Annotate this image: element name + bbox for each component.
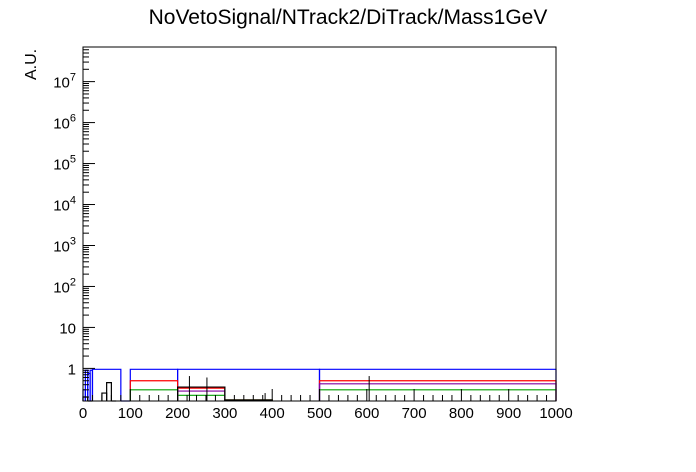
y-tick-exponent: 4 bbox=[70, 195, 76, 207]
y-tick-base: 10 bbox=[53, 198, 70, 215]
y-tick-base: 10 bbox=[53, 157, 70, 174]
y-tick-base: 10 bbox=[59, 320, 76, 337]
y-tick-base: 10 bbox=[53, 279, 70, 296]
histogram-bin bbox=[91, 368, 122, 401]
y-tick-base: 10 bbox=[53, 116, 70, 133]
x-tick-label: 400 bbox=[260, 405, 285, 422]
x-tick-label: 700 bbox=[402, 405, 427, 422]
y-tick-label: 105 bbox=[53, 154, 76, 174]
y-tick-label: 106 bbox=[53, 113, 76, 133]
y-tick-label: 10 bbox=[59, 320, 76, 337]
y-tick-label: 104 bbox=[53, 195, 76, 215]
x-tick-label: 800 bbox=[449, 405, 474, 422]
y-tick-label: 1 bbox=[68, 361, 76, 378]
y-tick-base: 10 bbox=[53, 75, 70, 92]
y-tick-label: 103 bbox=[53, 235, 76, 255]
x-tick-label: 900 bbox=[496, 405, 521, 422]
plot-area bbox=[83, 47, 556, 401]
histogram-bin bbox=[106, 382, 112, 401]
y-tick-exponent: 3 bbox=[70, 235, 76, 247]
y-tick-label: 107 bbox=[53, 72, 76, 92]
y-axis-label: A.U. bbox=[23, 49, 40, 80]
y-tick-exponent: 5 bbox=[70, 154, 76, 166]
y-tick-base: 10 bbox=[53, 238, 70, 255]
y-tick-exponent: 7 bbox=[70, 72, 76, 84]
chart-title: NoVetoSignal/NTrack2/DiTrack/Mass1GeV bbox=[149, 6, 548, 29]
x-tick-label: 100 bbox=[118, 405, 143, 422]
x-tick-label: 500 bbox=[307, 405, 332, 422]
y-tick-label: 102 bbox=[53, 276, 76, 296]
y-tick-exponent: 2 bbox=[70, 276, 76, 288]
x-tick-label: 0 bbox=[79, 405, 87, 422]
y-tick-exponent: 6 bbox=[70, 113, 76, 125]
x-tick-label: 1000 bbox=[539, 405, 572, 422]
plot-frame-fill bbox=[83, 47, 556, 401]
axes: 0 100 200 300 400 500 600 700 800 900 100011010210… bbox=[53, 46, 573, 422]
x-tick-label: 200 bbox=[165, 405, 190, 422]
y-tick-base: 1 bbox=[68, 361, 76, 378]
x-tick-label: 300 bbox=[212, 405, 237, 422]
x-tick-label: 600 bbox=[354, 405, 379, 422]
